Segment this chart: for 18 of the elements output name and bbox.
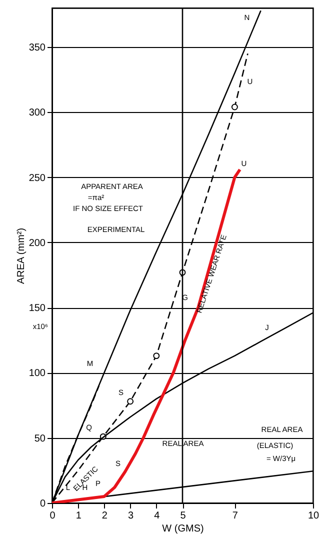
x-tick-label: 5 xyxy=(180,510,186,522)
y-tick-label: 50 xyxy=(34,433,46,444)
x-tick-label: 2 xyxy=(102,510,108,522)
y-tick-label: 150 xyxy=(28,303,46,314)
x-tick-label: 4 xyxy=(154,510,160,522)
x-tick-label: 1 xyxy=(76,510,82,522)
x-tick-label: 10 xyxy=(308,510,320,522)
x-tick-label: 7 xyxy=(232,510,238,522)
y-axis-title: AREA (mm²) xyxy=(16,228,27,284)
y-tick-label: 300 xyxy=(28,108,46,119)
y-tick-label: 0 xyxy=(40,498,46,510)
x-tick-label: 3 xyxy=(128,510,134,522)
y-tick-label: 350 xyxy=(28,42,46,54)
y-tick-label: 200 xyxy=(28,238,46,249)
x-tick-label: 0 xyxy=(50,510,56,522)
y-tick-label: 250 xyxy=(28,172,46,184)
y-tick-label: 100 xyxy=(28,368,46,380)
x-axis-title: W (GMS) xyxy=(162,524,204,534)
